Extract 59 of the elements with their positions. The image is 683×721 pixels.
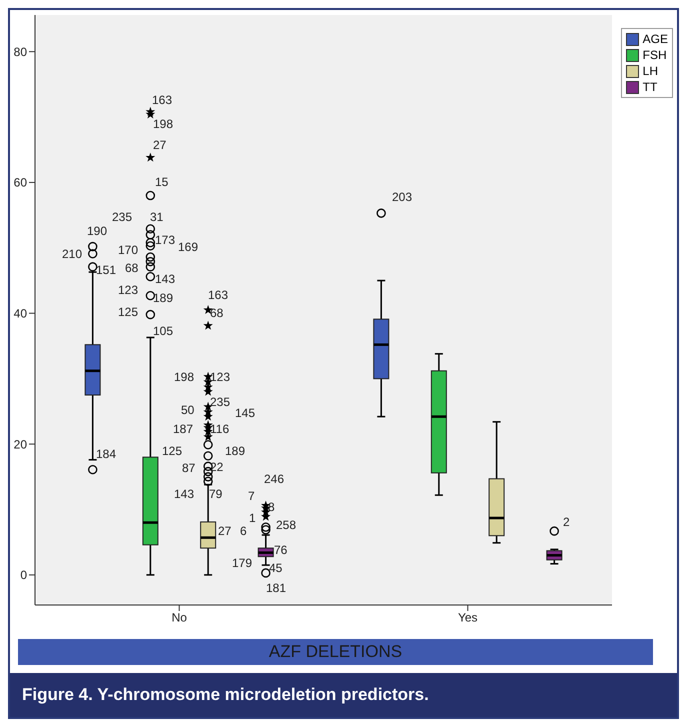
annotation: 246: [264, 472, 284, 486]
x-axis-title: AZF DELETIONS: [18, 639, 653, 665]
annotation: 187: [173, 422, 194, 436]
annotation: 123: [210, 370, 230, 384]
legend-label: FSH: [642, 47, 668, 63]
annotation: 27: [153, 138, 166, 152]
y-tick-label: 20: [14, 437, 28, 452]
annotation: 179: [232, 556, 252, 570]
annotation: 125: [118, 305, 138, 319]
annotation: 235: [112, 210, 132, 224]
x-tick-label: Yes: [458, 610, 478, 625]
annotation: 198: [153, 117, 174, 131]
annotation: 235: [210, 395, 230, 409]
annotation: 2: [563, 515, 570, 529]
legend-label: AGE: [642, 31, 668, 47]
annotation: 151: [96, 263, 116, 277]
annotation: 163: [152, 93, 172, 107]
annotation: 116: [210, 422, 230, 436]
annotation: 170: [118, 243, 138, 257]
annotation: 8: [268, 500, 275, 514]
annotation: 189: [153, 291, 174, 305]
annotation: 258: [276, 518, 296, 532]
annotation: 76: [274, 543, 288, 557]
annotation: 45: [269, 561, 282, 575]
annotation: 6: [240, 524, 247, 538]
annotation: 173: [155, 233, 176, 247]
annotation: 163: [208, 288, 228, 302]
annotation: 143: [174, 487, 194, 501]
y-tick-label: 60: [14, 176, 28, 190]
legend-label: LH: [642, 63, 659, 79]
annotation: 1: [249, 511, 256, 525]
annotation: 68: [125, 261, 138, 275]
annotation: 123: [118, 283, 138, 297]
annotation: 203: [392, 190, 412, 204]
annotation: 198: [174, 370, 194, 384]
annotation: 190: [87, 224, 108, 238]
y-tick-label: 0: [20, 568, 28, 582]
legend-label: TT: [642, 79, 658, 95]
annotation: 184: [96, 447, 116, 461]
annotation: 181: [266, 581, 286, 595]
annotation: 145: [235, 406, 256, 420]
annotation: 143: [155, 272, 176, 286]
annotation: 79: [209, 487, 222, 501]
text: Figure 4. Y-chromosome microdeletion predictors.: [10, 673, 677, 717]
annotation: 210: [62, 247, 82, 261]
annotation: 125: [162, 444, 182, 458]
annotation: 189: [225, 444, 246, 458]
annotation: 68: [210, 306, 224, 320]
x-tick-label: No: [172, 610, 188, 625]
annotation: 50: [181, 403, 194, 417]
annotation: 15: [155, 175, 168, 189]
annotation: 31: [150, 210, 164, 224]
y-tick-label: 40: [14, 306, 28, 321]
annotation: 87: [182, 461, 196, 475]
annotation: 27: [218, 524, 232, 538]
annotation: 105: [153, 324, 174, 338]
annotation: 169: [178, 240, 198, 254]
annotation: 7: [248, 489, 255, 503]
y-tick-label: 80: [14, 44, 28, 59]
